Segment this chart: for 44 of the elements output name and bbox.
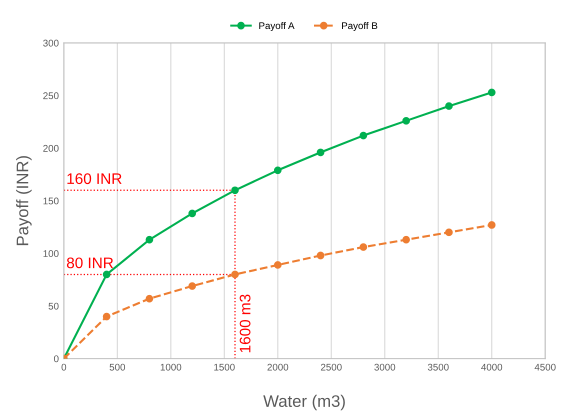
x-tick-label: 4500 [534, 364, 556, 371]
point [402, 116, 410, 125]
point [274, 166, 282, 174]
point [102, 270, 110, 278]
ref-line-label: 80 INR [66, 257, 114, 268]
point [188, 282, 196, 290]
point [316, 148, 324, 156]
point [488, 88, 496, 96]
y-tick-label: 250 [43, 92, 59, 100]
legend-label: Payoff A [259, 22, 295, 32]
y-tick-label: 50 [48, 302, 59, 310]
y-tick-label: 100 [44, 250, 59, 258]
y-tick-label: 150 [44, 198, 59, 204]
point [488, 221, 496, 229]
point [360, 243, 368, 251]
x-tick-label: 2500 [320, 364, 342, 371]
x-axis-title: Water (m3) [263, 394, 345, 410]
point [360, 132, 368, 140]
point [188, 210, 196, 218]
x-tick-label: 4000 [481, 364, 502, 371]
point [274, 261, 282, 269]
point [316, 252, 324, 260]
point [231, 270, 239, 278]
point [445, 102, 453, 110]
x-tick-label: 3500 [428, 364, 449, 371]
legend-label: Payoff B [342, 22, 378, 32]
y-axis-title: Payoff (INR) [16, 156, 32, 246]
point [146, 236, 154, 244]
x-tick-label: 0 [62, 364, 66, 371]
y-tick-label: 300 [43, 40, 59, 47]
point [102, 312, 110, 320]
point [146, 294, 154, 302]
x-tick-label: 1500 [214, 364, 235, 371]
point [445, 228, 453, 236]
x-tick-label: 500 [110, 364, 126, 371]
ref-line-label: 1600 m3 [240, 294, 251, 352]
y-tick-label: 0 [54, 355, 59, 362]
point [231, 186, 239, 194]
x-tick-label: 2000 [267, 364, 288, 371]
x-tick-label: 1000 [160, 364, 182, 371]
y-tick-label: 200 [43, 144, 59, 152]
point [402, 236, 410, 244]
ref-line-label: 160 INR [67, 173, 122, 184]
x-tick-label: 3000 [374, 364, 396, 371]
